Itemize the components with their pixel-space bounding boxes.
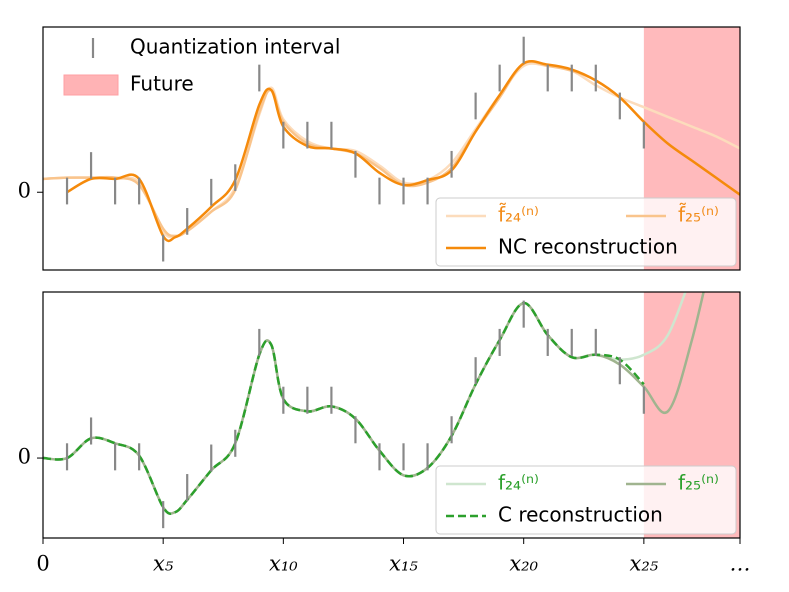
legend-label: NC reconstruction <box>498 235 678 259</box>
x-tick-label: x₅ <box>153 552 174 576</box>
legend-swatch <box>63 74 119 96</box>
legend-label: f₂₄⁽ⁿ⁾ <box>498 471 539 495</box>
x-tick-label: x₂₅ <box>630 552 659 576</box>
legend-label: f̃₂₅⁽ⁿ⁾ <box>678 203 719 227</box>
axes-frame <box>42 291 741 539</box>
series-line <box>43 301 645 515</box>
x-tick-label: x₂₀ <box>509 552 538 576</box>
legend-label: f₂₅⁽ⁿ⁾ <box>678 471 719 495</box>
axes-frame <box>42 26 741 271</box>
legend-label: Future <box>130 72 194 96</box>
x-tick-label: x₁₅ <box>389 552 418 576</box>
x-tick-label: … <box>730 552 751 576</box>
legend-label: f̃₂₄⁽ⁿ⁾ <box>498 203 539 227</box>
y-tick-label: 0 <box>18 445 31 469</box>
x-tick-label: x₁₀ <box>269 552 298 576</box>
y-tick-label: 0 <box>18 179 31 203</box>
legend-label: Quantization interval <box>130 35 340 59</box>
legend-label: C reconstruction <box>498 503 663 527</box>
x-tick-label: 0 <box>36 552 49 576</box>
